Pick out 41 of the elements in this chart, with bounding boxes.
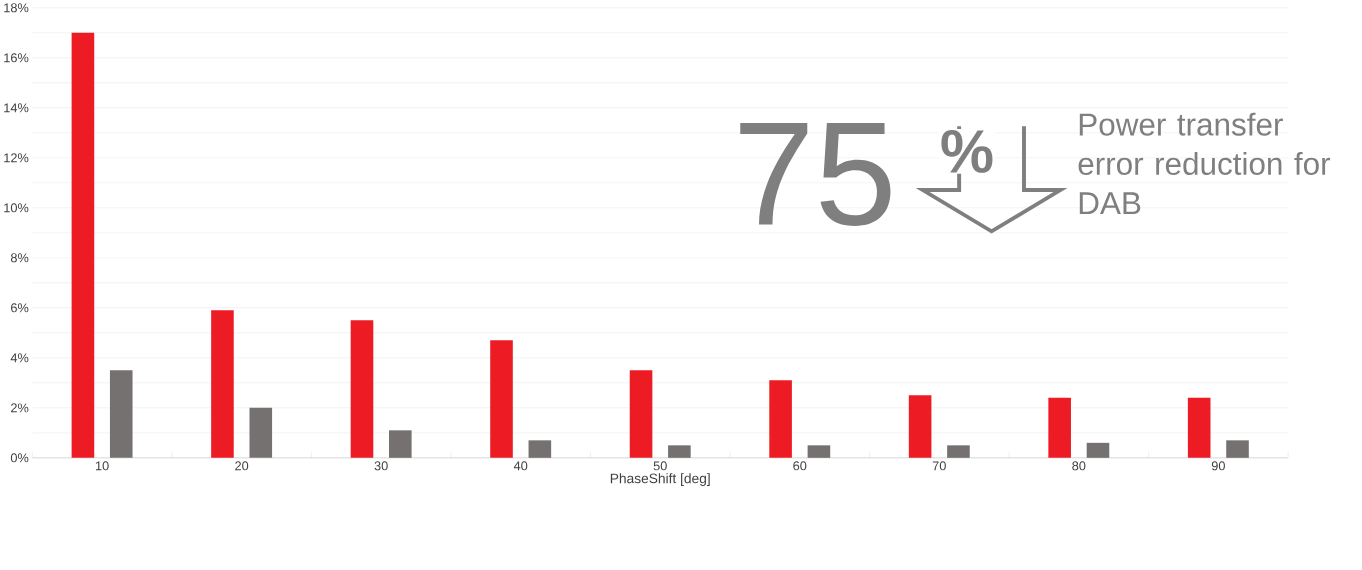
annotation: Power transfer error reduction for DAB [1078,112,1331,214]
y-tick-label: 4% [10,353,29,363]
bar [807,445,831,458]
bar [109,370,133,458]
bar [1048,397,1071,458]
x-tick-label: 40 [513,461,528,471]
bar [350,320,374,458]
y-tick-label: 10% [4,203,29,213]
annotation: 75 [740,122,891,226]
x-tick-label: 20 [235,461,249,471]
bar [629,370,653,458]
bar [389,430,412,458]
bar [528,440,552,458]
bar [71,32,95,458]
bar [1086,442,1110,458]
bar [249,407,273,458]
y-tick-label: 0% [10,453,29,463]
x-axis-title: PhaseShift [deg] [610,472,710,486]
bar [769,380,792,458]
x-tick-label: 60 [793,461,807,471]
bar [490,340,513,458]
x-tick-label: 50 [653,461,667,471]
y-tick-label: 2% [11,403,29,413]
y-tick-label: 18% [4,3,29,13]
x-tick-label: 30 [374,461,388,471]
bar [908,395,932,458]
y-tick-label: 6% [11,303,29,313]
y-tick-label: 8% [10,253,29,263]
x-tick-label: 70 [932,461,946,471]
x-tick-label: 10 [95,461,109,471]
y-tick-label: 12% [4,153,29,163]
y-tick-label: 14% [4,103,29,113]
bar [668,445,691,458]
bar [211,310,234,458]
x-tick-label: 80 [1072,461,1086,471]
bar [1187,397,1211,458]
annotation: % [941,129,993,173]
x-tick-label: 90 [1211,461,1225,471]
bar [947,445,970,458]
bar [1226,440,1249,458]
y-tick-label: 16% [4,53,29,63]
